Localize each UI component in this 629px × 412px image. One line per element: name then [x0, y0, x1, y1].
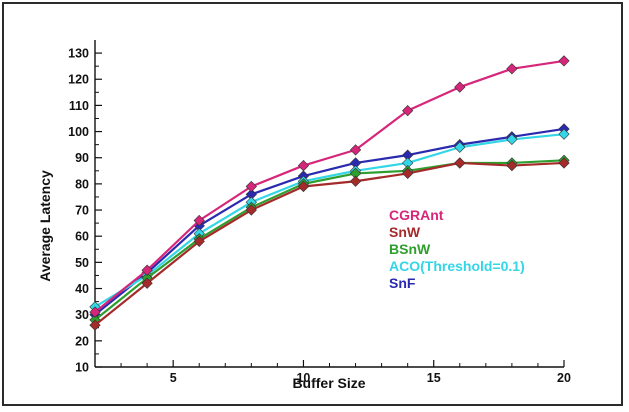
plot-area [90, 56, 569, 331]
y-tick-label: 100 [68, 125, 89, 139]
series-line-cgrant [95, 61, 564, 312]
x-tick-label: 20 [557, 371, 571, 385]
legend-entry: BSnW [389, 241, 431, 257]
y-tick-label: 40 [75, 282, 89, 296]
series-line-aco-threshold-0-1 [95, 134, 564, 307]
legend-entry: CGRAnt [389, 207, 444, 223]
y-axis-label: Average Latency [37, 170, 53, 282]
y-tick-label: 20 [75, 334, 89, 348]
data-point-marker [507, 64, 517, 74]
data-point-marker [455, 158, 465, 168]
x-axis-label: Buffer Size [292, 375, 365, 391]
legend-entry: ACO(Threshold=0.1) [389, 258, 525, 274]
legend-entry: SnW [389, 224, 421, 240]
data-point-marker [350, 176, 360, 186]
y-tick-label: 50 [75, 256, 89, 270]
y-tick-label: 90 [75, 151, 89, 165]
legend-entry: SnF [389, 275, 416, 291]
y-tick-label: 10 [75, 361, 89, 375]
y-tick-label: 80 [75, 177, 89, 191]
data-point-marker [559, 56, 569, 66]
data-point-marker [298, 160, 308, 170]
y-tick-label: 60 [75, 230, 89, 244]
y-tick-label: 110 [69, 99, 89, 113]
x-tick-label: 15 [427, 371, 441, 385]
y-tick-label: 30 [75, 308, 89, 322]
y-tick-label: 120 [68, 73, 89, 87]
y-tick-label: 70 [75, 204, 89, 218]
x-tick-label: 5 [170, 371, 177, 385]
y-tick-label: 130 [68, 47, 89, 61]
data-point-marker [455, 82, 465, 92]
series-line-snw [95, 163, 564, 325]
